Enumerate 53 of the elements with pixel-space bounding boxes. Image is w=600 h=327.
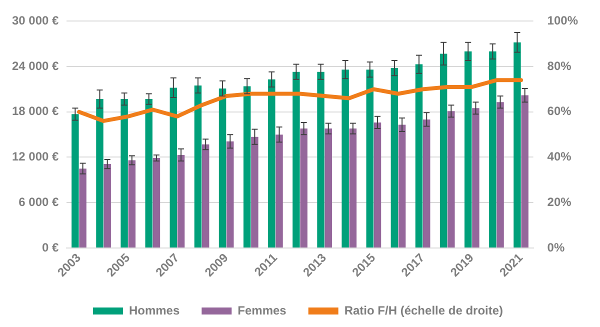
bar [415, 64, 423, 248]
bar [268, 79, 276, 248]
bar [177, 154, 185, 248]
bar [128, 160, 136, 248]
y-tick-label: 0 € [42, 240, 60, 254]
bar [472, 108, 480, 248]
legend-label: Femmes [238, 303, 287, 318]
bar [300, 128, 308, 248]
bar [342, 70, 349, 248]
bar [317, 72, 324, 248]
bar [464, 51, 472, 248]
y-tick-label: 30 000 € [12, 14, 60, 28]
bar [194, 85, 202, 248]
bar [251, 136, 258, 248]
bar [422, 119, 430, 248]
bar [72, 114, 79, 248]
bar [366, 70, 374, 248]
y2-tick-label: 40% [547, 150, 572, 164]
bar [521, 95, 528, 248]
y2-tick-label: 60% [547, 104, 572, 118]
y-tick-label: 24 000 € [12, 58, 60, 73]
bar [145, 99, 152, 248]
bar [448, 111, 455, 248]
y2-tick-label: 100% [547, 14, 578, 28]
bar [202, 144, 210, 248]
bar [79, 168, 86, 248]
bar [390, 68, 398, 248]
bar [218, 88, 226, 248]
y2-tick-label: 0% [547, 240, 565, 254]
y2-tick-label: 80% [547, 58, 572, 73]
bar [514, 42, 521, 248]
bar [398, 124, 406, 248]
bar [324, 128, 332, 248]
y-tick-label: 12 000 € [12, 150, 60, 164]
bar [374, 122, 382, 248]
legend-label: Ratio F/H (échelle de droite) [344, 303, 504, 318]
bar [292, 72, 300, 248]
bar [496, 102, 504, 248]
bar [120, 99, 128, 248]
bar [349, 128, 357, 248]
bar [243, 86, 251, 248]
y-tick-label: 18 000 € [12, 104, 60, 118]
bar [96, 99, 104, 248]
bar [440, 54, 448, 248]
bar [226, 141, 234, 248]
bar [104, 164, 111, 248]
y-tick-label: 6 000 € [18, 194, 60, 209]
y2-tick-label: 20% [547, 194, 572, 209]
bar [276, 134, 283, 248]
bar [489, 51, 496, 248]
legend-label: Hommes [128, 303, 180, 318]
bar [152, 158, 160, 248]
bar [170, 88, 178, 248]
